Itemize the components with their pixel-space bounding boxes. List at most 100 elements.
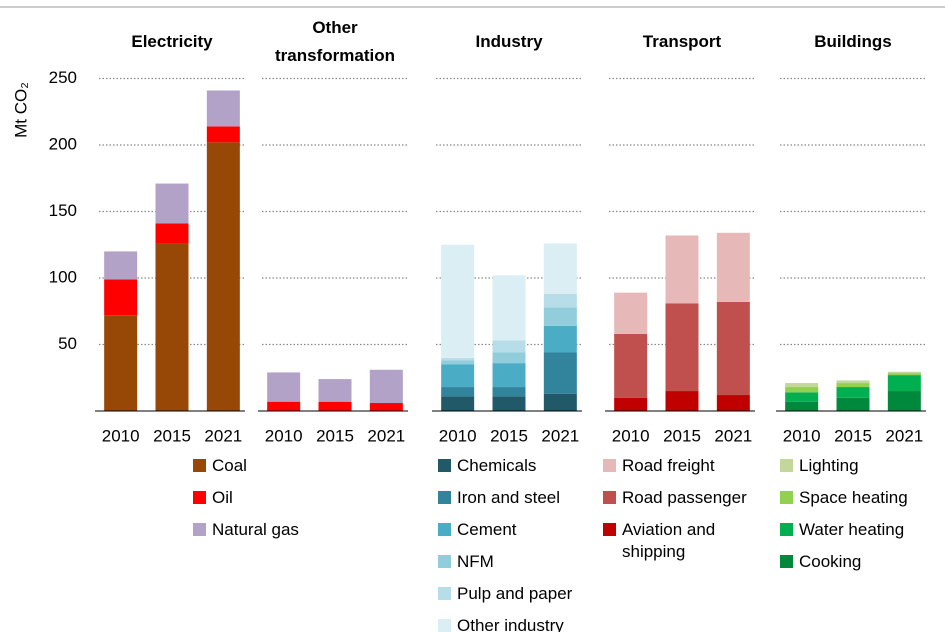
legend-swatch <box>438 587 451 600</box>
legend-swatch <box>603 491 616 504</box>
bar <box>104 279 138 316</box>
y-axis-label: Mt CO₂ <box>11 82 30 138</box>
legend-swatch <box>603 459 616 472</box>
bar <box>785 383 819 388</box>
panel-title: Transport <box>642 32 722 51</box>
bar <box>887 391 921 411</box>
legend-swatch <box>780 523 793 536</box>
bar <box>543 325 577 353</box>
legend-item: Pulp and paper <box>438 583 572 605</box>
y-tick-label: 250 <box>49 68 77 87</box>
bar <box>836 380 870 384</box>
x-tick-label: 2010 <box>612 426 650 445</box>
bar <box>543 352 577 394</box>
bar <box>836 387 870 398</box>
bar <box>887 371 921 374</box>
x-tick-label: 2015 <box>834 426 872 445</box>
bar <box>206 142 240 411</box>
legend-label: Chemicals <box>457 456 537 475</box>
legend-item: Natural gas <box>193 519 299 541</box>
panel-title: Buildings <box>814 32 892 51</box>
y-tick-label: 50 <box>58 334 77 353</box>
legend-label: Water heating <box>799 520 905 539</box>
bar <box>155 243 189 411</box>
x-tick-label: 2010 <box>102 426 140 445</box>
bar <box>665 235 699 304</box>
legend-swatch <box>438 523 451 536</box>
bar <box>318 379 352 402</box>
legend-label: Lighting <box>799 456 859 475</box>
legend-swatch <box>438 555 451 568</box>
bar <box>614 397 648 411</box>
legend-item: Water heating <box>780 519 908 541</box>
bar <box>369 403 403 411</box>
x-tick-label: 2021 <box>885 426 923 445</box>
x-tick-label: 2015 <box>490 426 528 445</box>
legend-item: Road freight <box>603 455 757 477</box>
legend-item: Aviation and shipping <box>603 519 757 563</box>
legend: Coal Oil Natural gas <box>193 455 299 551</box>
legend-label: Aviation and shipping <box>622 520 716 561</box>
legend-item: Oil <box>193 487 299 509</box>
legend-item: Chemicals <box>438 455 572 477</box>
bar <box>543 293 577 308</box>
bar <box>492 363 526 388</box>
bar <box>543 243 577 294</box>
y-tick-label: 200 <box>49 134 77 153</box>
legend-item: Coal <box>193 455 299 477</box>
bar <box>492 352 526 364</box>
bar <box>441 364 475 388</box>
legend-swatch <box>438 491 451 504</box>
legend: Chemicals Iron and steel Cement NFM Pulp and… <box>438 455 572 632</box>
bar <box>492 387 526 397</box>
bar <box>492 275 526 341</box>
bar <box>492 340 526 353</box>
bar <box>665 303 699 392</box>
x-tick-label: 2021 <box>541 426 579 445</box>
bar <box>206 126 240 143</box>
legend-label: Cement <box>457 520 517 539</box>
legend-item: Space heating <box>780 487 908 509</box>
legend-label: Space heating <box>799 488 908 507</box>
bar <box>267 372 301 402</box>
bar <box>887 375 921 392</box>
legend-label: Natural gas <box>212 520 299 539</box>
bar <box>104 251 138 280</box>
x-tick-label: 2015 <box>663 426 701 445</box>
bar <box>614 292 648 334</box>
x-tick-label: 2010 <box>783 426 821 445</box>
legend-label: Oil <box>212 488 233 507</box>
y-tick-label: 150 <box>49 201 77 220</box>
legend: Road freight Road passenger Aviation and s… <box>603 455 757 573</box>
bar <box>785 392 819 402</box>
legend-item: Cooking <box>780 551 908 573</box>
bar <box>614 333 648 398</box>
legend-swatch <box>193 459 206 472</box>
x-tick-label: 2015 <box>316 426 354 445</box>
bar <box>441 244 475 358</box>
legend-item: Iron and steel <box>438 487 572 509</box>
bar <box>155 223 189 244</box>
legend-swatch <box>438 619 451 632</box>
x-tick-label: 2010 <box>265 426 303 445</box>
legend-label: NFM <box>457 552 494 571</box>
panel-title: Electricity <box>131 32 213 51</box>
legend-label: Coal <box>212 456 247 475</box>
bar <box>716 301 750 396</box>
legend-swatch <box>193 523 206 536</box>
bar <box>836 397 870 411</box>
legend: Lighting Space heating Water heating Cookin… <box>780 455 908 583</box>
x-tick-label: 2021 <box>714 426 752 445</box>
legend-label: Road passenger <box>622 488 747 507</box>
legend-label: Iron and steel <box>457 488 561 507</box>
bar <box>369 369 403 404</box>
bar <box>716 395 750 411</box>
bar <box>543 393 577 411</box>
bar <box>665 391 699 411</box>
bar <box>441 396 475 411</box>
legend-item: Cement <box>438 519 572 541</box>
bar <box>836 383 870 388</box>
legend-item: Other industry <box>438 615 572 632</box>
